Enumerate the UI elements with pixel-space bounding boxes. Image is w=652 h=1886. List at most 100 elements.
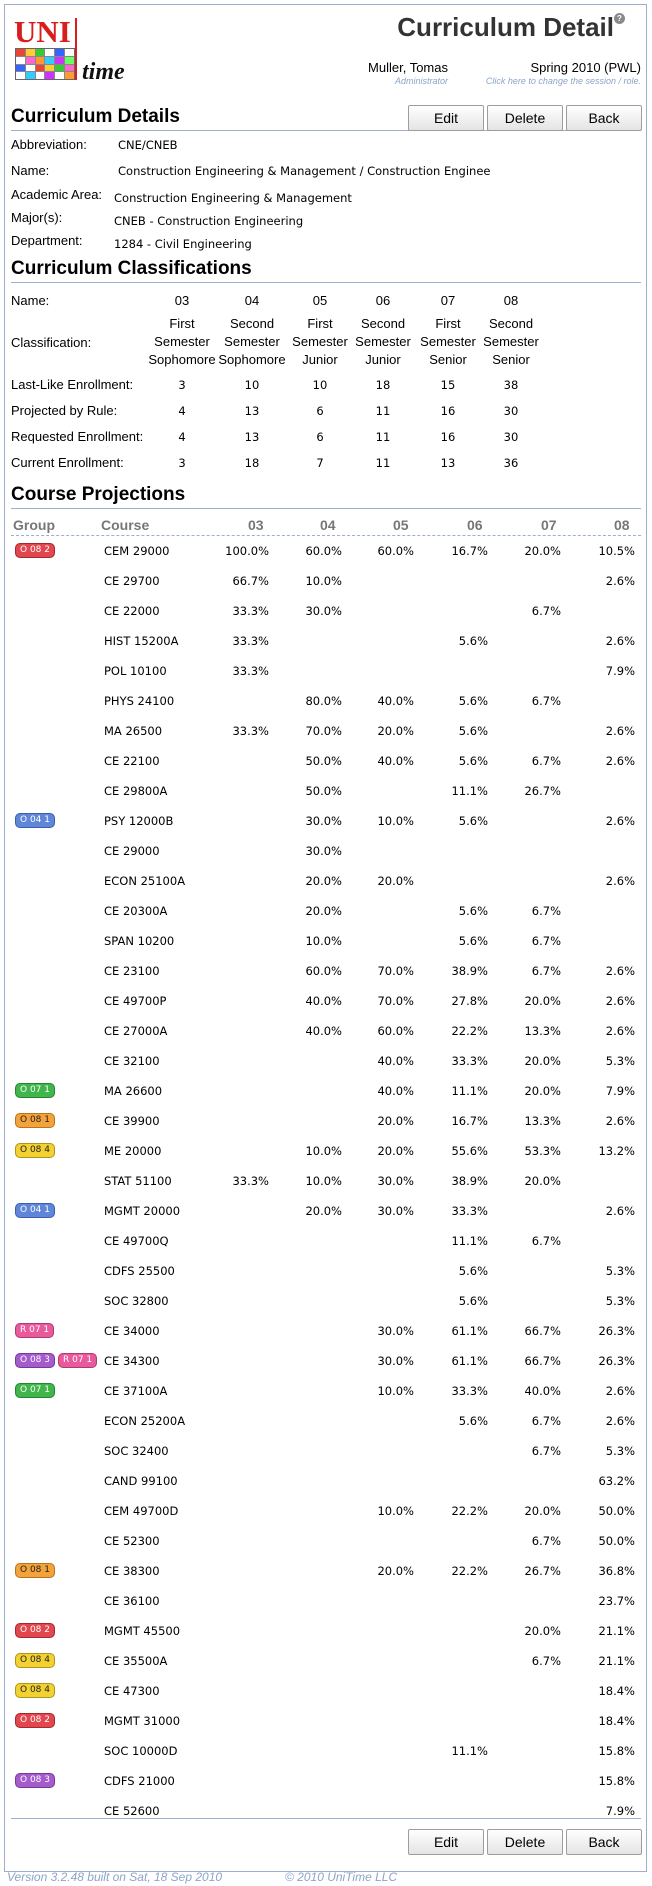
group-badge[interactable]: O 07 1 bbox=[15, 1083, 55, 1098]
course-name: PSY 12000B bbox=[104, 814, 174, 828]
help-icon[interactable]: ? bbox=[614, 13, 625, 24]
projection-row[interactable]: O 08 4 ME 20000 10.0% 20.0% 55.6% 53.3% 13.2% bbox=[11, 1140, 641, 1160]
projection-row[interactable]: O 08 2 CEM 29000 100.0% 60.0% 60.0% 16.7% 20.0… bbox=[11, 540, 641, 560]
projection-row[interactable]: O 08 3 CDFS 21000 15.8% bbox=[11, 1770, 641, 1790]
projection-row[interactable]: CAND 99100 63.2% bbox=[11, 1470, 641, 1490]
projection-row[interactable]: CE 32100 40.0% 33.3% 20.0% 5.3% bbox=[11, 1050, 641, 1070]
projection-row[interactable]: R 07 1 CE 34000 30.0% 61.1% 66.7% 26.3% bbox=[11, 1320, 641, 1340]
back-button[interactable]: Back bbox=[566, 105, 642, 131]
projection-row[interactable]: SOC 10000D 11.1% 15.8% bbox=[11, 1740, 641, 1760]
course-column-header[interactable]: Course bbox=[101, 517, 150, 533]
group-badge[interactable]: R 07 1 bbox=[15, 1323, 55, 1338]
group-badge[interactable]: O 07 1 bbox=[15, 1383, 55, 1398]
projection-row[interactable]: O 08 2 MGMT 31000 18.4% bbox=[11, 1710, 641, 1730]
group-badge[interactable]: O 08 1 bbox=[15, 1113, 55, 1128]
projection-row[interactable]: O 08 1 CE 38300 20.0% 22.2% 26.7% 36.8% bbox=[11, 1560, 641, 1580]
group-badge[interactable]: O 08 4 bbox=[15, 1683, 55, 1698]
projection-value: 5.3% bbox=[605, 1294, 635, 1308]
projection-row[interactable]: CE 36100 23.7% bbox=[11, 1590, 641, 1610]
session-change-hint[interactable]: Click here to change the session / role. bbox=[485, 76, 641, 86]
column-header-05[interactable]: 05 bbox=[393, 517, 409, 533]
course-name: CEM 29000 bbox=[104, 544, 170, 558]
projection-row[interactable]: CE 49700Q 11.1% 6.7% bbox=[11, 1230, 641, 1250]
column-header-03[interactable]: 03 bbox=[248, 517, 264, 533]
projection-row[interactable]: CEM 49700D 10.0% 22.2% 20.0% 50.0% bbox=[11, 1500, 641, 1520]
projection-row[interactable]: O 08 1 CE 39900 20.0% 16.7% 13.3% 2.6% bbox=[11, 1110, 641, 1130]
projection-row[interactable]: SOC 32400 6.7% 5.3% bbox=[11, 1440, 641, 1460]
projection-row[interactable]: CDFS 25500 5.6% 5.3% bbox=[11, 1260, 641, 1280]
projection-row[interactable]: CE 49700P 40.0% 70.0% 27.8% 20.0% 2.6% bbox=[11, 990, 641, 1010]
projection-value: 23.7% bbox=[598, 1594, 635, 1608]
enrollment-value: 4 bbox=[178, 404, 186, 418]
projection-row[interactable]: HIST 15200A 33.3% 5.6% 2.6% bbox=[11, 630, 641, 650]
projection-row[interactable]: ECON 25200A 5.6% 6.7% 2.6% bbox=[11, 1410, 641, 1430]
unitime-logo[interactable]: UNI time bbox=[14, 14, 125, 85]
projection-row[interactable]: O 04 1 PSY 12000B 30.0% 10.0% 5.6% 2.6% bbox=[11, 810, 641, 830]
enrollment-value: 4 bbox=[178, 430, 186, 444]
delete-button[interactable]: Delete bbox=[487, 105, 563, 131]
group-badge[interactable]: O 08 4 bbox=[15, 1143, 55, 1158]
course-name: CDFS 21000 bbox=[104, 1774, 175, 1788]
projection-row[interactable]: CE 29800A 50.0% 11.1% 26.7% bbox=[11, 780, 641, 800]
projection-row[interactable]: O 07 1 CE 37100A 10.0% 33.3% 40.0% 2.6% bbox=[11, 1380, 641, 1400]
classification-label: Classification: bbox=[11, 335, 92, 350]
user-name[interactable]: Muller, Tomas bbox=[368, 60, 448, 75]
user-role[interactable]: Administrator bbox=[394, 76, 448, 86]
projection-row[interactable]: CE 27000A 40.0% 60.0% 22.2% 13.3% 2.6% bbox=[11, 1020, 641, 1040]
projection-value: 20.0% bbox=[377, 1144, 414, 1158]
group-badge[interactable]: O 08 3 bbox=[15, 1353, 55, 1368]
course-name: CE 22000 bbox=[104, 604, 160, 618]
group-badge[interactable]: O 04 1 bbox=[15, 1203, 55, 1218]
projection-row[interactable]: PHYS 24100 80.0% 40.0% 5.6% 6.7% bbox=[11, 690, 641, 710]
group-badge[interactable]: O 08 4 bbox=[15, 1653, 55, 1668]
projection-value: 2.6% bbox=[605, 574, 635, 588]
classification-col-name: 03 bbox=[174, 293, 190, 308]
edit-button[interactable]: Edit bbox=[408, 105, 484, 131]
group-badge[interactable]: O 08 2 bbox=[15, 1623, 55, 1638]
projection-row[interactable]: O 07 1 MA 26600 40.0% 11.1% 20.0% 7.9% bbox=[11, 1080, 641, 1100]
projection-row[interactable]: STAT 51100 33.3% 10.0% 30.0% 38.9% 20.0% bbox=[11, 1170, 641, 1190]
group-badge[interactable]: O 08 2 bbox=[15, 1713, 55, 1728]
group-badge[interactable]: O 08 2 bbox=[15, 543, 55, 558]
projection-row[interactable]: CE 52300 6.7% 50.0% bbox=[11, 1530, 641, 1550]
group-column-header[interactable]: Group bbox=[13, 517, 55, 533]
projection-row[interactable]: POL 10100 33.3% 7.9% bbox=[11, 660, 641, 680]
projection-value: 18.4% bbox=[598, 1714, 635, 1728]
projection-row[interactable]: O 08 4 CE 35500A 6.7% 21.1% bbox=[11, 1650, 641, 1670]
session-name[interactable]: Spring 2010 (PWL) bbox=[530, 60, 641, 75]
projection-row[interactable]: CE 22100 50.0% 40.0% 5.6% 6.7% 2.6% bbox=[11, 750, 641, 770]
projection-value: 10.5% bbox=[598, 544, 635, 558]
course-name: MA 26500 bbox=[104, 724, 163, 738]
projection-row[interactable]: O 08 4 CE 47300 18.4% bbox=[11, 1680, 641, 1700]
projection-row[interactable]: CE 20300A 20.0% 5.6% 6.7% bbox=[11, 900, 641, 920]
column-header-08[interactable]: 08 bbox=[614, 517, 630, 533]
projection-value: 22.2% bbox=[451, 1024, 488, 1038]
edit-button-bottom[interactable]: Edit bbox=[408, 1829, 484, 1855]
group-badge[interactable]: O 04 1 bbox=[15, 813, 55, 828]
projection-row[interactable]: CE 29700 66.7% 10.0% 2.6% bbox=[11, 570, 641, 590]
group-badge[interactable]: O 08 3 bbox=[15, 1773, 55, 1788]
projection-row[interactable]: CE 52600 7.9% bbox=[11, 1800, 641, 1820]
column-header-07[interactable]: 07 bbox=[541, 517, 557, 533]
projection-row[interactable]: O 04 1 MGMT 20000 20.0% 30.0% 33.3% 2.6% bbox=[11, 1200, 641, 1220]
projection-row[interactable]: SOC 32800 5.6% 5.3% bbox=[11, 1290, 641, 1310]
projection-row[interactable]: O 08 2 MGMT 45500 20.0% 21.1% bbox=[11, 1620, 641, 1640]
course-name: CE 34300 bbox=[104, 1354, 160, 1368]
enrollment-value: 18 bbox=[375, 378, 391, 392]
projection-row[interactable]: CE 23100 60.0% 70.0% 38.9% 6.7% 2.6% bbox=[11, 960, 641, 980]
projection-value: 20.0% bbox=[524, 1624, 561, 1638]
projection-row[interactable]: CE 22000 33.3% 30.0% 6.7% bbox=[11, 600, 641, 620]
projection-row[interactable]: MA 26500 33.3% 70.0% 20.0% 5.6% 2.6% bbox=[11, 720, 641, 740]
column-header-04[interactable]: 04 bbox=[320, 517, 336, 533]
projection-row[interactable]: ECON 25100A 20.0% 20.0% 2.6% bbox=[11, 870, 641, 890]
course-name: CDFS 25500 bbox=[104, 1264, 175, 1278]
projection-row[interactable]: SPAN 10200 10.0% 5.6% 6.7% bbox=[11, 930, 641, 950]
group-badge[interactable]: R 07 1 bbox=[58, 1353, 98, 1368]
group-badge[interactable]: O 08 1 bbox=[15, 1563, 55, 1578]
copyright-text: © 2010 UniTime LLC bbox=[285, 1870, 398, 1884]
delete-button-bottom[interactable]: Delete bbox=[487, 1829, 563, 1855]
projection-row[interactable]: CE 29000 30.0% bbox=[11, 840, 641, 860]
column-header-06[interactable]: 06 bbox=[467, 517, 483, 533]
back-button-bottom[interactable]: Back bbox=[566, 1829, 642, 1855]
